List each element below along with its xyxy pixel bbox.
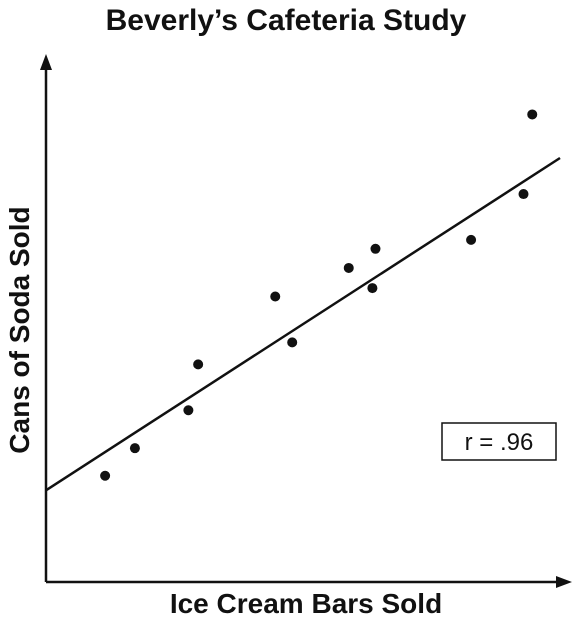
chart-title: Beverly’s Cafeteria Study xyxy=(105,4,467,37)
trendline-group xyxy=(45,156,561,492)
annotation-box xyxy=(441,422,557,461)
x-axis-arrow xyxy=(556,576,572,588)
axes xyxy=(40,54,572,588)
data-point xyxy=(527,109,538,120)
data-point xyxy=(193,359,204,370)
y-axis-arrow xyxy=(40,54,52,70)
data-point xyxy=(343,262,354,273)
data-point xyxy=(287,337,298,348)
data-point xyxy=(518,189,529,200)
data-point xyxy=(270,291,281,302)
annotation-text: r = .96 xyxy=(465,429,534,456)
data-point xyxy=(466,234,477,245)
data-point xyxy=(367,283,378,294)
data-point xyxy=(183,405,194,416)
data-point xyxy=(100,470,111,481)
data-point xyxy=(129,443,140,454)
trendline xyxy=(45,156,561,492)
x-axis-label: Ice Cream Bars Sold xyxy=(169,588,443,619)
annotation-group: r = .96 xyxy=(441,422,557,461)
data-point xyxy=(370,243,381,254)
data-points xyxy=(100,109,538,481)
